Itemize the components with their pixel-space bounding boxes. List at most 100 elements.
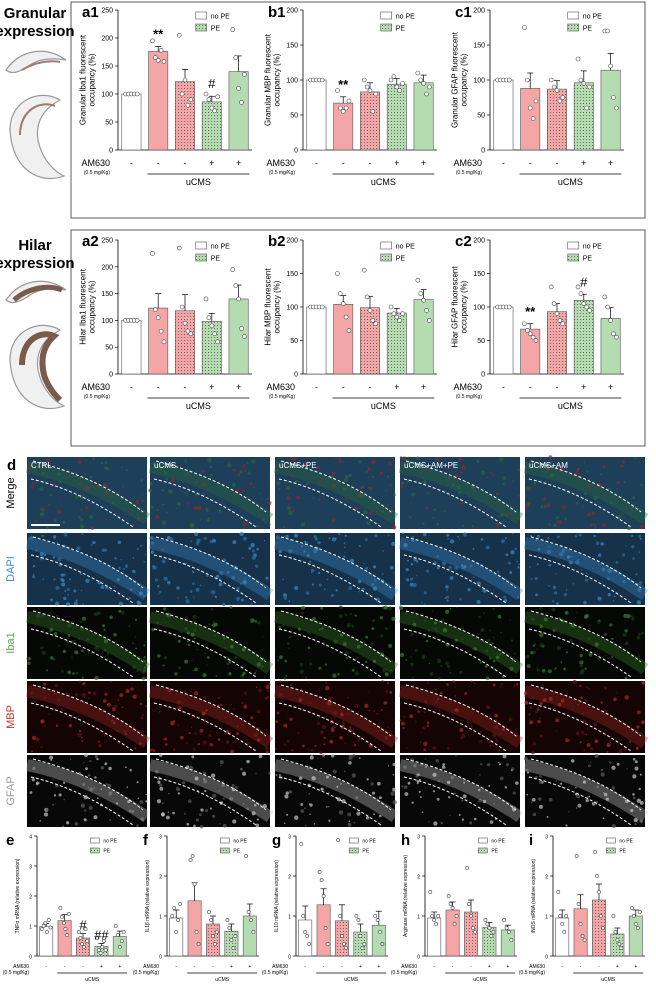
data-point — [80, 942, 85, 946]
am630-sign: + — [616, 964, 619, 970]
y-tick-label: 0 — [109, 148, 113, 155]
data-point — [533, 98, 539, 104]
significance-mark: # — [79, 918, 87, 933]
data-point — [418, 291, 424, 296]
data-point — [575, 56, 581, 62]
data-point — [344, 946, 348, 950]
data-point — [340, 109, 346, 114]
am630-sign: + — [581, 158, 586, 168]
data-point — [231, 946, 236, 950]
data-point — [230, 267, 236, 272]
data-point — [575, 284, 581, 290]
data-point — [338, 914, 342, 918]
data-point — [227, 926, 232, 930]
chart-f: f 0 1 2 3 IL1β mRNA (relative expression) no P… — [133, 832, 259, 983]
legend-no-pe: no PE — [583, 244, 602, 251]
data-point — [527, 331, 533, 337]
data-point — [614, 105, 619, 111]
legend-pe: PE — [491, 849, 498, 855]
micrograph-tile — [148, 531, 274, 607]
significance-mark: ** — [338, 77, 349, 92]
micrograph-tile — [25, 680, 151, 753]
ucms-label: uCMS — [344, 977, 359, 983]
bar-c1-0 — [493, 79, 514, 151]
data-point — [209, 918, 213, 922]
data-point — [611, 331, 616, 337]
data-point — [233, 283, 239, 288]
micrograph-tile — [523, 754, 649, 829]
data-point — [415, 277, 421, 283]
bar-i-1 — [573, 908, 588, 957]
data-point — [346, 328, 352, 333]
am630-sign: + — [377, 964, 380, 970]
data-point — [321, 894, 326, 898]
legend-no-pe: no PE — [233, 839, 247, 845]
legend-pe: PE — [583, 256, 593, 263]
am630-sign: + — [209, 382, 214, 392]
data-point — [608, 63, 613, 69]
data-point — [317, 870, 322, 874]
data-point — [506, 304, 512, 310]
am630-sign: + — [634, 964, 637, 970]
data-point — [427, 84, 432, 90]
micrograph-tile — [25, 752, 151, 827]
data-point — [95, 936, 100, 940]
am630-sign: - — [342, 158, 345, 168]
y-axis-label: occupancy (%) — [88, 280, 97, 333]
data-point — [102, 939, 106, 943]
y-tick-label: 4 — [29, 835, 32, 841]
legend-swatch-pe — [380, 23, 393, 32]
chart-c1: c1 0 50 100 150 200 Granular GFAP fluorescent o… — [451, 4, 624, 187]
y-tick-label: 150 — [101, 291, 113, 298]
am630-sign: - — [561, 964, 563, 970]
data-point — [465, 866, 469, 870]
am630-sign: - — [212, 964, 214, 970]
y-tick-label: 100 — [473, 78, 485, 85]
am630-sign: - — [184, 158, 187, 168]
data-point — [605, 304, 611, 310]
data-point — [185, 102, 191, 108]
dose-label: (0.5 mg/Kg) — [84, 170, 110, 176]
y-axis-label: Arginase mRNA (relative expression) — [403, 855, 409, 937]
legend-no-pe: no PE — [362, 839, 376, 845]
data-point — [578, 77, 584, 83]
data-point — [388, 304, 394, 310]
legend-pe: PE — [211, 26, 221, 33]
data-point — [236, 86, 241, 91]
data-point — [60, 915, 64, 919]
data-point — [527, 105, 533, 111]
micrograph-tile: uCMS+AM+PE — [398, 456, 524, 530]
data-point — [578, 922, 583, 926]
data-point — [335, 271, 340, 276]
data-point — [525, 77, 530, 83]
chart-g: g 0 1 2 3 IL10 mRNA (relative expression) no P… — [262, 832, 388, 983]
data-point — [153, 55, 158, 60]
chart-a1: a1 0 50 100 150 200 250 Granular Iba1 fluoresce… — [79, 4, 252, 187]
significance-mark: # — [208, 76, 216, 91]
data-point — [176, 918, 181, 922]
data-point — [427, 318, 432, 323]
data-point — [319, 77, 325, 83]
data-point — [188, 858, 193, 862]
y-tick-label: 50 — [477, 113, 485, 120]
data-point — [391, 74, 397, 79]
data-point — [397, 318, 402, 323]
am630-sign: + — [230, 964, 233, 970]
data-point — [436, 914, 441, 918]
data-point — [556, 890, 561, 894]
bar-a1-4 — [228, 71, 249, 151]
y-tick-label: 150 — [286, 43, 298, 50]
y-axis-label: occupancy (%) — [460, 53, 469, 106]
data-point — [43, 921, 48, 925]
legend-swatch-no-pe — [380, 11, 393, 20]
data-point — [434, 922, 439, 926]
data-point — [206, 315, 212, 321]
data-point — [342, 942, 346, 946]
data-point — [192, 882, 197, 886]
data-point — [564, 914, 569, 918]
am630-sign: - — [556, 382, 559, 392]
data-point — [153, 307, 158, 312]
legend-swatch-no-pe — [567, 241, 580, 250]
y-tick-label: 50 — [105, 120, 113, 127]
data-point — [170, 914, 175, 918]
